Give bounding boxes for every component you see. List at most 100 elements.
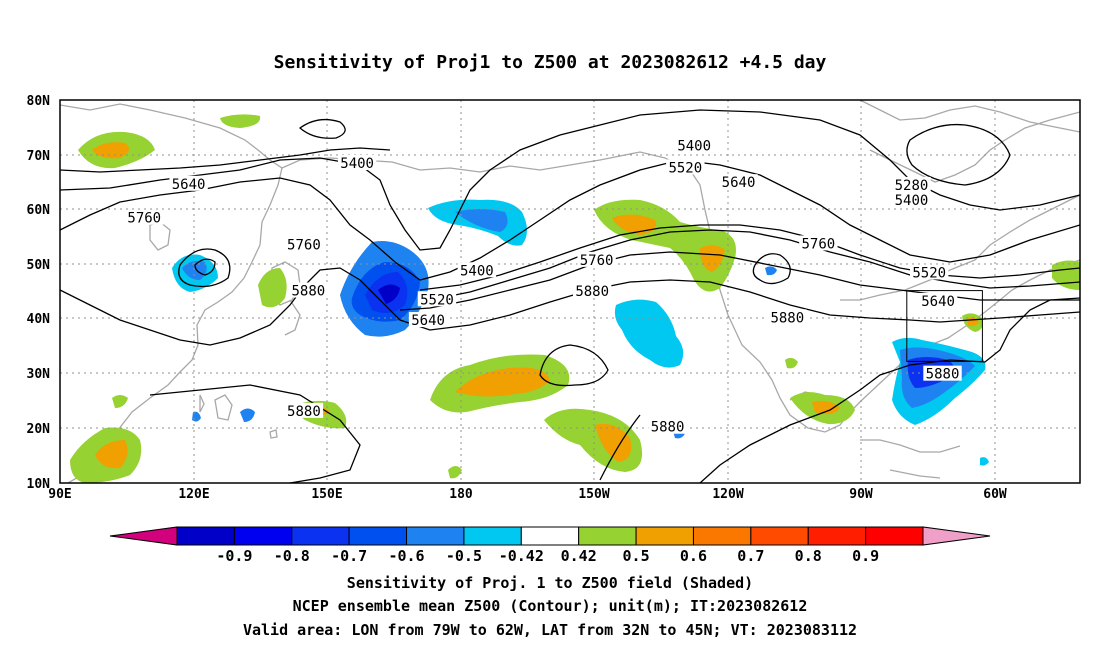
- contour-label-bg: [457, 262, 497, 278]
- colorbar-tick-label: -0.7: [331, 547, 367, 565]
- lon-label: 90W: [849, 487, 873, 502]
- contour-label: 5760: [801, 236, 835, 252]
- contour-label-bg: [768, 309, 807, 325]
- contour-label: 5520: [668, 160, 702, 176]
- lat-label: 20N: [27, 422, 51, 437]
- lat-label: 30N: [27, 367, 51, 382]
- caption-line-3: Valid area: LON from 79W to 62W, LAT fro…: [243, 621, 857, 639]
- colorbar-swatch: [865, 526, 924, 546]
- colorbar-swatch: [807, 526, 867, 546]
- contour-label-bg: [674, 137, 714, 153]
- longitude-labels: 90E 120E 150E 180 150W 120W 90W 60W: [48, 487, 1007, 502]
- colorbar-swatches: [109, 526, 991, 546]
- contour-label-bg: [910, 264, 949, 280]
- colorbar-swatch: [463, 526, 522, 546]
- contour-label: 5640: [172, 177, 206, 193]
- lat-label: 50N: [27, 258, 51, 273]
- z500-contours: [60, 109, 1080, 483]
- lon-label: 120W: [712, 487, 743, 502]
- contour-label: 5280: [895, 178, 929, 194]
- lat-label: 70N: [27, 149, 51, 164]
- contour-label: 5400: [677, 139, 711, 155]
- contour-label-bg: [417, 291, 457, 307]
- valid-area-box: [906, 290, 983, 362]
- contour-label-bg: [289, 282, 328, 298]
- colorbar: -0.9 -0.8 -0.7 -0.6 -0.5 -0.42 0.42 0.5 0.6 0.7 0.…: [109, 526, 991, 565]
- lon-label: 150W: [578, 487, 609, 502]
- colorbar-low-arrow: [109, 526, 178, 546]
- contour-label: 5760: [127, 211, 161, 227]
- colorbar-tick-label: -0.5: [446, 547, 482, 565]
- contour-label: 5640: [722, 175, 756, 191]
- colorbar-tick-label: -0.8: [274, 547, 310, 565]
- contour-label-bg: [408, 312, 448, 328]
- colorbar-tick-label: 0.42: [561, 547, 597, 565]
- lon-label: 150E: [311, 487, 342, 502]
- colorbar-tick-label: -0.42: [499, 547, 544, 565]
- contour-label-bg: [284, 402, 324, 418]
- contour-label-bg: [892, 192, 931, 208]
- contour-label: 5640: [411, 313, 445, 329]
- contour-label: 5760: [287, 238, 321, 254]
- contour-label: 5520: [912, 265, 946, 281]
- contour-label: 5400: [895, 193, 929, 209]
- contour-label-bg: [648, 418, 687, 434]
- colorbar-tick-label: -0.9: [216, 547, 252, 565]
- lon-label: 60W: [983, 487, 1007, 502]
- contour-label: 5760: [580, 253, 614, 269]
- contour-label-bg: [799, 235, 838, 251]
- figure-title: Sensitivity of Proj1 to Z500 at 20230826…: [274, 52, 827, 73]
- contour-label-bg: [125, 209, 164, 225]
- lat-label: 10N: [27, 477, 51, 492]
- lat-label: 60N: [27, 203, 51, 218]
- lon-label: 90E: [48, 487, 71, 502]
- contour-label-bg: [169, 175, 208, 191]
- colorbar-swatch: [635, 526, 694, 546]
- latitude-labels: 80N 70N 60N 50N 40N 30N 20N 10N: [27, 94, 51, 492]
- colorbar-high-arrow: [922, 526, 991, 546]
- contour-label: 5520: [420, 292, 454, 308]
- contour-label-bg: [572, 283, 612, 299]
- colorbar-swatch: [520, 526, 580, 546]
- colorbar-swatch: [233, 526, 293, 546]
- caption-line-1: Sensitivity of Proj. 1 to Z500 field (Sh…: [347, 574, 753, 592]
- sensitivity-shading: [70, 114, 1080, 483]
- colorbar-swatch: [750, 526, 809, 546]
- contour-label-bg: [666, 159, 705, 175]
- colorbar-swatch: [348, 526, 408, 546]
- colorbar-swatch: [692, 526, 752, 546]
- colorbar-swatch: [406, 526, 465, 546]
- contour-label: 5400: [460, 263, 494, 279]
- colorbar-swatch: [578, 526, 637, 546]
- colorbar-tick-label: 0.8: [795, 547, 822, 565]
- contour-label-bg: [577, 251, 616, 267]
- colorbar-swatch: [176, 526, 235, 546]
- contour-label: 5880: [770, 310, 804, 326]
- colorbar-tick-label: 0.5: [623, 547, 650, 565]
- contour-label: 5880: [291, 284, 325, 300]
- contour-label: 5880: [651, 420, 685, 436]
- colorbar-tick-label: 0.6: [680, 547, 707, 565]
- contour-label-bg: [923, 365, 962, 381]
- contour-label: 5400: [340, 156, 374, 172]
- colorbar-labels: -0.9 -0.8 -0.7 -0.6 -0.5 -0.42 0.42 0.5 0.6 0.7 0.…: [216, 547, 879, 565]
- colorbar-swatch: [291, 526, 350, 546]
- map-frame: [59, 99, 1081, 484]
- contour-label-bg: [337, 155, 377, 171]
- lon-label: 120E: [178, 487, 209, 502]
- colorbar-tick-label: 0.7: [737, 547, 764, 565]
- contour-label-bg: [892, 176, 931, 192]
- contour-label-bg: [719, 174, 758, 190]
- contour-label: 5880: [287, 404, 321, 420]
- contour-label: 5880: [926, 367, 960, 383]
- caption-line-2: NCEP ensemble mean Z500 (Contour); unit(…: [293, 597, 808, 615]
- contour-label: 5880: [575, 284, 609, 300]
- contour-label-bg: [284, 236, 324, 252]
- lat-label: 40N: [27, 312, 51, 327]
- lon-label: 180: [449, 487, 473, 502]
- colorbar-tick-label: 0.9: [852, 547, 879, 565]
- colorbar-tick-label: -0.6: [388, 547, 424, 565]
